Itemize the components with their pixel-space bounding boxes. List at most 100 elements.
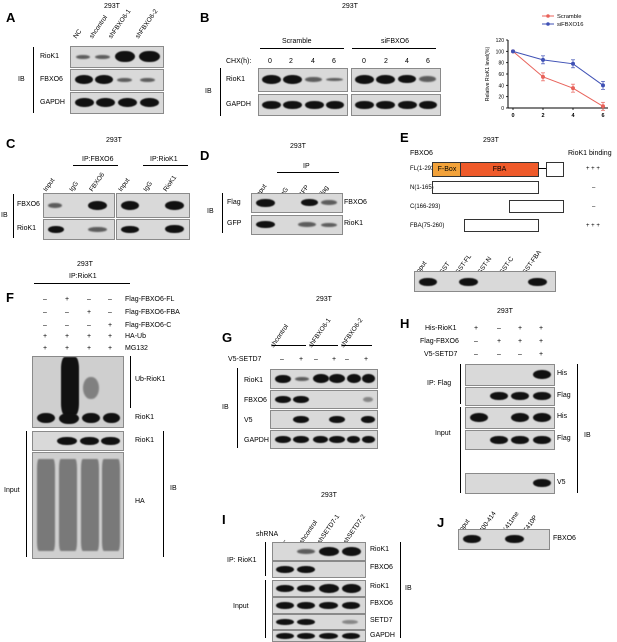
panel-a-blot-gapdh: [70, 92, 164, 114]
panel-i-ip-label: IP: RioK1: [227, 557, 257, 564]
panel-h-treat-3-label: V5-SETD7: [424, 351, 458, 358]
panel-h-treat-2-label: Flag-FBXO6: [420, 338, 459, 345]
panel-h-blot-ip-his: [465, 364, 555, 386]
panel-c-lane-5: IgG: [142, 180, 155, 193]
panel-e-construct-fba: FBA(75-260): [410, 223, 445, 229]
panel-e-construct-c: C(166-293): [410, 204, 441, 210]
panel-b-blot-riok1-si: [351, 68, 441, 92]
panel-f-ib-label: IB: [170, 485, 177, 492]
panel-d-row-fbxo6: FBXO6: [344, 199, 367, 206]
panel-h-treat-1-label: His-RioK1: [425, 325, 457, 332]
panel-b-row-gapdh: GAPDH: [226, 101, 251, 108]
y-tick-label: 0: [501, 106, 504, 112]
panel-f-sign: –: [65, 309, 69, 316]
panel-e-c-box: [509, 200, 564, 213]
panel-h-sign: +: [497, 338, 502, 345]
panel-a-row-riok1: RioK1: [40, 53, 60, 60]
panel-c-blot-riok1-a: [43, 219, 115, 240]
panel-f-blot-ub: [32, 356, 124, 428]
panel-e-cell-line: 293T: [483, 137, 499, 144]
panel-b-time-2: 2: [289, 58, 293, 65]
panel-a-lane-1: NC: [72, 28, 84, 40]
panel-c-ip2-line: [143, 165, 188, 166]
panel-f-letter: F: [6, 290, 14, 305]
panel-f-ip-line: [34, 283, 130, 284]
panel-f-sign: +: [43, 345, 48, 352]
panel-h-cell-line: 293T: [497, 308, 513, 315]
panel-a-row-gapdh: GAPDH: [40, 99, 65, 106]
panel-b-time-5: 0: [362, 58, 366, 65]
panel-h-ip-bracket: [460, 364, 461, 404]
panel-f-sign: +: [108, 333, 113, 340]
panel-d-ip-line: [277, 172, 339, 173]
panel-f-treat-1-label: Flag-FBXO6-FL: [125, 296, 175, 303]
legend-label-1: siFBXO16: [557, 22, 583, 28]
panel-j-letter: J: [437, 515, 445, 530]
panel-g-sign: –: [280, 356, 284, 363]
panel-c-row-riok1: RioK1: [17, 225, 37, 232]
panel-i-row-riok1-ip: RioK1: [370, 546, 390, 553]
panel-e-fbox-domain: F-Box: [432, 162, 462, 177]
series-line-1: [512, 50, 604, 86]
panel-e-binding-fba: + + +: [586, 223, 600, 229]
panel-h-sign: –: [518, 351, 522, 358]
panel-i-blot-ip-riok1: [272, 542, 366, 561]
panel-d-ip: IP: [303, 163, 310, 170]
panel-a-lane-3: shFBXO6-1: [107, 8, 133, 41]
panel-i-row-gapdh-input: GAPDH: [370, 632, 395, 639]
panel-h-row-his-ip: His: [557, 370, 568, 377]
panel-f-sign: +: [108, 345, 113, 352]
panel-e-letter: E: [400, 130, 409, 145]
panel-a-bracket: [33, 47, 34, 113]
panel-g-v5-label: V5-SETD7: [228, 356, 262, 363]
panel-g-row-fbxo6: FBXO6: [244, 397, 267, 404]
panel-i-letter: I: [222, 512, 226, 527]
panel-i-blot-input-setd7: [272, 614, 366, 630]
panel-b-time-4: 6: [332, 58, 336, 65]
panel-f-sign: +: [87, 333, 92, 340]
panel-h-blot-input-v5: [465, 473, 555, 494]
data-point: [541, 74, 545, 79]
panel-f-ib-bracket: [163, 431, 164, 557]
panel-e-ctail-domain: [546, 162, 564, 177]
panel-f-sign: +: [65, 345, 70, 352]
panel-h-sign: +: [539, 338, 544, 345]
panel-h-ib-label: IB: [584, 432, 591, 439]
panel-f-sign: –: [108, 309, 112, 316]
panel-g-sign: +: [299, 356, 304, 363]
panel-c-ip-fbxo6: IP:FBXO6: [82, 156, 114, 163]
panel-c-lane-6: RioK1: [162, 174, 179, 193]
panel-f-input-label: Input: [4, 487, 20, 494]
panel-c-cell-line: 293T: [106, 137, 122, 144]
panel-f-row-riok1-ip: RioK1: [135, 414, 155, 421]
panel-h-sign: –: [474, 338, 478, 345]
panel-f-ub-bracket: [130, 356, 131, 408]
y-tick-label: 120: [496, 38, 505, 44]
panel-a-blot-riok1: [70, 46, 164, 68]
panel-g-sign: +: [364, 356, 369, 363]
panel-c-blot-fbxo6-b: [116, 193, 190, 218]
y-tick-label: 80: [498, 61, 504, 67]
panel-c-letter: C: [6, 136, 16, 151]
panel-i-ip-bracket: [265, 542, 266, 576]
panel-b-group-scramble: Scramble: [282, 38, 312, 45]
panel-g-sign: +: [332, 356, 337, 363]
panel-b-time-6: 2: [384, 58, 388, 65]
panel-f-row-ub-riok1: Ub-RioK1: [135, 376, 166, 383]
series-line-0: [512, 50, 604, 107]
y-tick-label: 20: [498, 95, 504, 101]
panel-f-sign: –: [43, 309, 47, 316]
panel-h-ip-label: IP: Flag: [427, 380, 452, 387]
panel-b-row-riok1: RioK1: [226, 76, 246, 83]
panel-h-sign: +: [474, 325, 479, 332]
panel-f-sign: +: [65, 333, 70, 340]
panel-c-ip1-line: [73, 165, 118, 166]
panel-h-input-bracket: [460, 407, 461, 493]
panel-i-row-setd7-input: SETD7: [370, 617, 393, 624]
panel-h-row-v5: V5: [557, 479, 566, 486]
panel-g-sign: –: [345, 356, 349, 363]
panel-h-sign: +: [539, 351, 544, 358]
panel-b-bracket: [220, 68, 221, 116]
legend-marker-1: [546, 22, 550, 26]
panel-g-line-2: [310, 345, 338, 346]
